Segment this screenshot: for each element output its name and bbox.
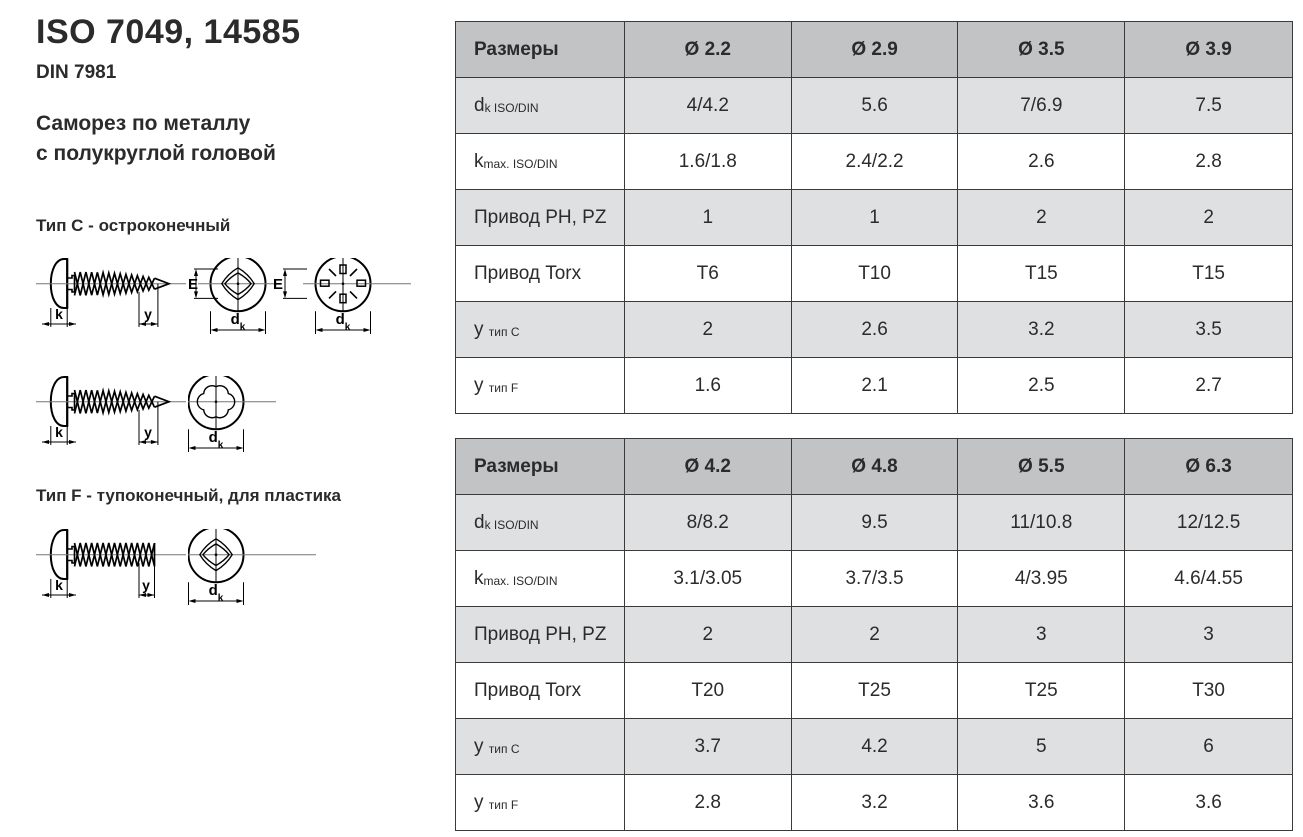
svg-text:E: E xyxy=(273,276,283,293)
svg-text:E: E xyxy=(188,276,198,293)
svg-text:y: y xyxy=(144,306,152,322)
svg-text:k: k xyxy=(55,424,63,440)
svg-text:k: k xyxy=(55,306,63,322)
svg-text:dk: dk xyxy=(231,311,246,333)
svg-text:dk: dk xyxy=(209,582,224,604)
svg-text:dk: dk xyxy=(336,311,351,333)
svg-text:dk: dk xyxy=(209,429,224,451)
svg-text:k: k xyxy=(55,577,63,593)
svg-text:y: y xyxy=(144,424,152,440)
svg-text:y: y xyxy=(142,577,150,593)
